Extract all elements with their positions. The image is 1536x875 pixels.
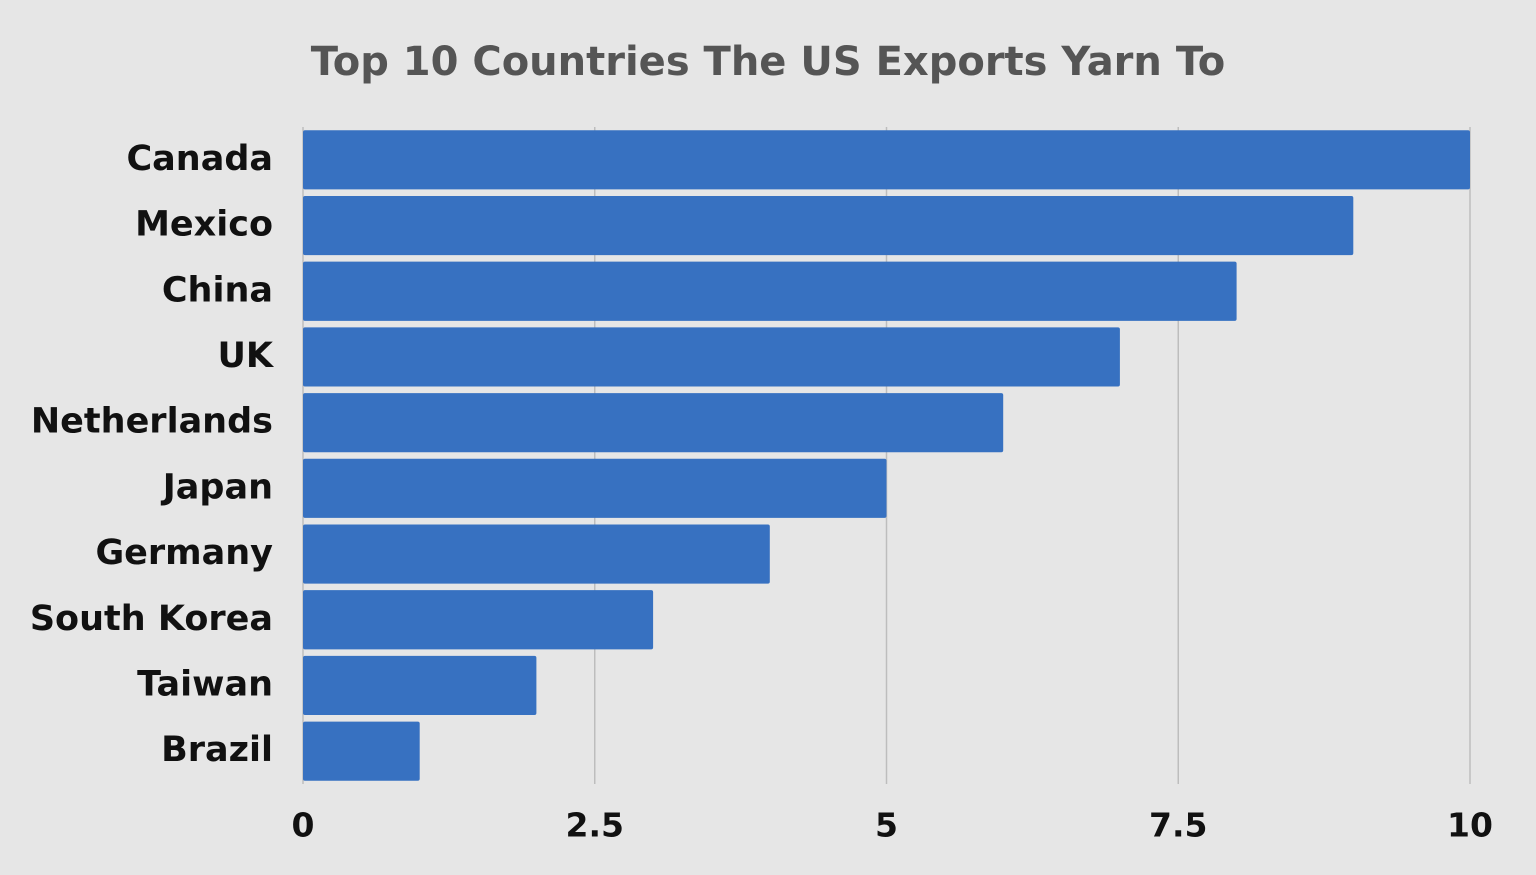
bar <box>303 524 770 584</box>
x-tick-label: 2.5 <box>566 806 624 845</box>
y-tick-label: Canada <box>126 139 273 179</box>
y-tick-label: Mexico <box>135 205 273 245</box>
y-tick-label: South Korea <box>30 599 273 639</box>
y-tick-label: Germany <box>95 533 273 573</box>
x-tick-label: 10 <box>1447 806 1493 845</box>
y-tick-label: Japan <box>161 467 273 507</box>
x-tick-label: 5 <box>875 806 898 845</box>
bar <box>303 327 1120 387</box>
bar <box>303 590 654 650</box>
bar <box>303 130 1470 190</box>
bar <box>303 393 1004 453</box>
y-tick-label: China <box>162 270 273 310</box>
y-tick-label: Brazil <box>161 730 273 770</box>
bar <box>303 458 887 518</box>
chart-title: Top 10 Countries The US Exports Yarn To <box>311 39 1226 85</box>
y-tick-label: Taiwan <box>137 664 273 704</box>
y-tick-label: Netherlands <box>31 402 273 442</box>
bar <box>303 655 537 716</box>
x-tick-label: 7.5 <box>1149 806 1207 845</box>
bar <box>303 261 1237 321</box>
bar <box>303 721 420 781</box>
x-tick-label: 0 <box>292 806 315 845</box>
y-tick-label: UK <box>217 336 274 376</box>
bar <box>303 195 1354 256</box>
